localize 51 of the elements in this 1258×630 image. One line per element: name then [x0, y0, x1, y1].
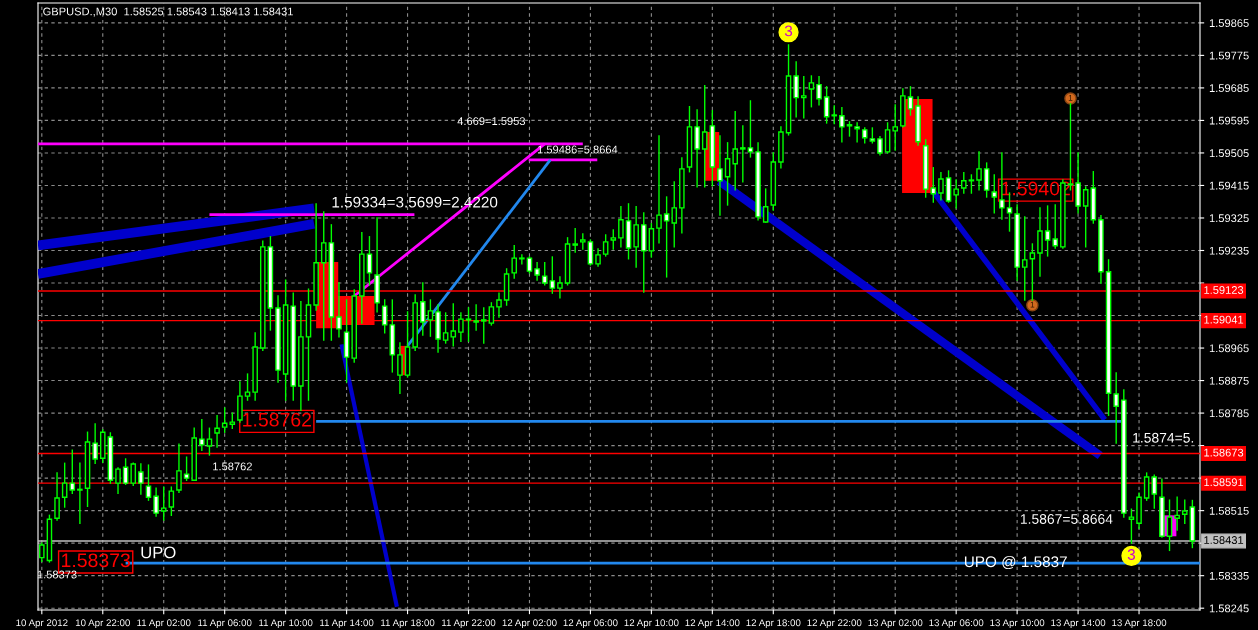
y-tick-label: 1.58965 — [1209, 344, 1249, 353]
ref-line-label: 1.58431 — [1204, 536, 1244, 544]
x-tick-label: 11 Apr 02:00 — [137, 619, 191, 629]
x-tick-label: 11 Apr 06:00 — [198, 619, 252, 629]
y-tick-label: 1.59235 — [1209, 246, 1249, 255]
y-tick-label: 1.58515 — [1209, 506, 1249, 515]
x-tick-label: 11 Apr 10:00 — [259, 619, 313, 629]
ref-line-label: 1.59041 — [1204, 315, 1244, 324]
y-tick-label: 1.59505 — [1209, 149, 1249, 158]
ref-line-label: 1.58673 — [1204, 448, 1244, 457]
annotation: 1.58762 — [213, 462, 252, 471]
x-tick-label: 11 Apr 22:00 — [442, 619, 496, 629]
x-tick-label: 13 Apr 10:00 — [990, 619, 1045, 629]
x-tick-label: 11 Apr 14:00 — [320, 619, 374, 629]
y-tick-label: 1.59595 — [1209, 116, 1249, 125]
annotation: 1.5867=5.8664 — [1020, 514, 1113, 524]
x-tick-label: 12 Apr 22:00 — [807, 619, 862, 629]
y-tick-label: 1.59325 — [1209, 214, 1249, 223]
x-tick-label: 12 Apr 18:00 — [746, 619, 801, 629]
y-tick-label: 1.58335 — [1209, 571, 1249, 580]
chart-title: GBPUSD.,M30 1.58525 1.58543 1.58413 1.58431 — [43, 7, 293, 17]
annotation: 1 — [1068, 94, 1073, 101]
x-tick-label: 12 Apr 02:00 — [502, 619, 557, 629]
annotation: 1.5874=5. — [1133, 432, 1194, 443]
annotation: 1.59486=5.8664 — [537, 145, 618, 154]
x-tick-label: 13 Apr 02:00 — [868, 619, 923, 629]
y-tick-label: 1.59865 — [1209, 19, 1249, 28]
y-tick-label: 1.58245 — [1209, 604, 1249, 613]
annotation: 3 — [784, 25, 793, 37]
y-tick-label: 1.59775 — [1209, 51, 1249, 60]
y-tick-label: 1.59685 — [1209, 84, 1249, 93]
annotation: 4.669=1.5953 — [457, 117, 526, 126]
x-tick-label: 12 Apr 06:00 — [563, 619, 618, 629]
x-tick-label: 12 Apr 10:00 — [624, 619, 679, 629]
annotation: 1.58373 — [62, 553, 130, 568]
ref-line-label: 1.59123 — [1204, 286, 1244, 294]
x-tick-label: 13 Apr 18:00 — [1112, 619, 1167, 629]
y-tick-label: 1.59415 — [1209, 181, 1249, 190]
annotation: 1.58762 — [243, 412, 311, 427]
x-tick-label: 11 Apr 18:00 — [381, 619, 435, 629]
annotation: 1 — [1030, 301, 1035, 308]
x-tick-label: 10 Apr 22:00 — [75, 619, 130, 629]
y-tick-label: 1.58875 — [1209, 376, 1249, 385]
annotation: UPO — [141, 546, 176, 559]
ref-line-label: 1.58591 — [1204, 478, 1244, 487]
x-tick-label: 12 Apr 14:00 — [685, 619, 740, 629]
annotation: 3 — [1127, 549, 1135, 560]
x-tick-label: 13 Apr 14:00 — [1051, 619, 1106, 629]
y-tick-label: 1.58785 — [1209, 409, 1249, 418]
x-tick-label: 13 Apr 06:00 — [929, 619, 984, 629]
x-tick-label: 10 Apr 2012 — [16, 619, 68, 629]
